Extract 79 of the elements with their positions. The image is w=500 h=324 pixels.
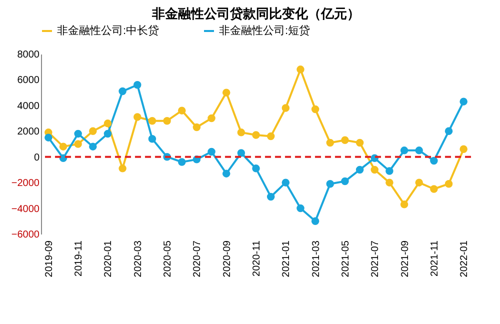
point (237, 128, 246, 136)
point (59, 142, 68, 150)
y-tick-label: 6000 (17, 75, 40, 86)
point (266, 192, 275, 201)
point (326, 138, 334, 147)
point (266, 132, 275, 140)
point (311, 217, 320, 226)
point (178, 158, 186, 166)
point (118, 87, 126, 96)
point (89, 142, 97, 150)
point (370, 166, 378, 174)
x-tick-label: 2020-01 (103, 240, 114, 278)
x-tick-label: 2020-03 (132, 240, 144, 278)
point (311, 105, 320, 114)
point (118, 164, 126, 172)
point (192, 123, 201, 132)
point (74, 140, 82, 148)
point (282, 104, 290, 112)
point (341, 177, 349, 186)
point (282, 178, 290, 186)
point (460, 98, 468, 106)
x-tick-label: 2020-05 (162, 240, 174, 278)
x-tick-label: 2021-07 (370, 240, 382, 278)
point (386, 167, 394, 175)
x-tick-label: 2019-11 (74, 240, 85, 276)
point (237, 149, 246, 157)
point (386, 178, 394, 186)
x-tick-label: 2022-01 (459, 240, 470, 278)
y-tick-label: 2000 (17, 126, 40, 138)
x-tick-label: 2021-05 (340, 240, 352, 278)
point (415, 146, 423, 154)
point (208, 148, 216, 156)
point (326, 180, 334, 188)
x-tick-label: 2021-09 (400, 240, 411, 278)
point (89, 127, 97, 136)
point (356, 138, 364, 147)
x-tick-label: 2021-01 (281, 240, 292, 278)
point (296, 66, 304, 74)
x-tick-label: 2020-11 (252, 240, 262, 276)
point (444, 180, 453, 188)
x-tick-label: 2020-09 (222, 240, 233, 278)
point (163, 116, 171, 125)
legend-label: 非金融性公司:短贷 (219, 24, 310, 37)
point (444, 127, 453, 136)
y-tick-label: 0 (34, 152, 40, 164)
point (222, 88, 230, 96)
point (400, 200, 408, 208)
point (356, 166, 364, 174)
point (134, 80, 142, 89)
x-tick-label: 2021-11 (429, 240, 440, 276)
y-tick-label: −6000 (11, 230, 40, 240)
point (148, 134, 156, 143)
point (44, 134, 52, 142)
point (134, 113, 142, 121)
point (430, 156, 438, 165)
x-tick-label: 2020-07 (192, 240, 204, 278)
y-tick-label: −2000 (11, 178, 40, 190)
chart-title: 非金融性公司贷款同比变化（亿元） (151, 6, 360, 21)
point (252, 164, 260, 172)
point (222, 170, 230, 178)
point (252, 131, 260, 139)
point (415, 178, 423, 186)
point (460, 145, 468, 154)
point (430, 185, 438, 193)
point (104, 130, 112, 138)
point (178, 106, 186, 114)
point (296, 204, 304, 212)
point (148, 116, 156, 125)
point (74, 130, 82, 138)
x-tick-label: 2019-09 (44, 240, 55, 278)
legend-label: 非金融性公司:中长贷 (57, 24, 160, 37)
point (400, 146, 408, 154)
y-tick-label: 4000 (17, 100, 40, 112)
x-tick-label: 2021-03 (310, 240, 322, 278)
point (341, 136, 349, 144)
y-tick-label: −4000 (11, 204, 40, 215)
point (104, 120, 112, 128)
point (208, 114, 216, 122)
y-tick-label: 8000 (17, 50, 40, 60)
